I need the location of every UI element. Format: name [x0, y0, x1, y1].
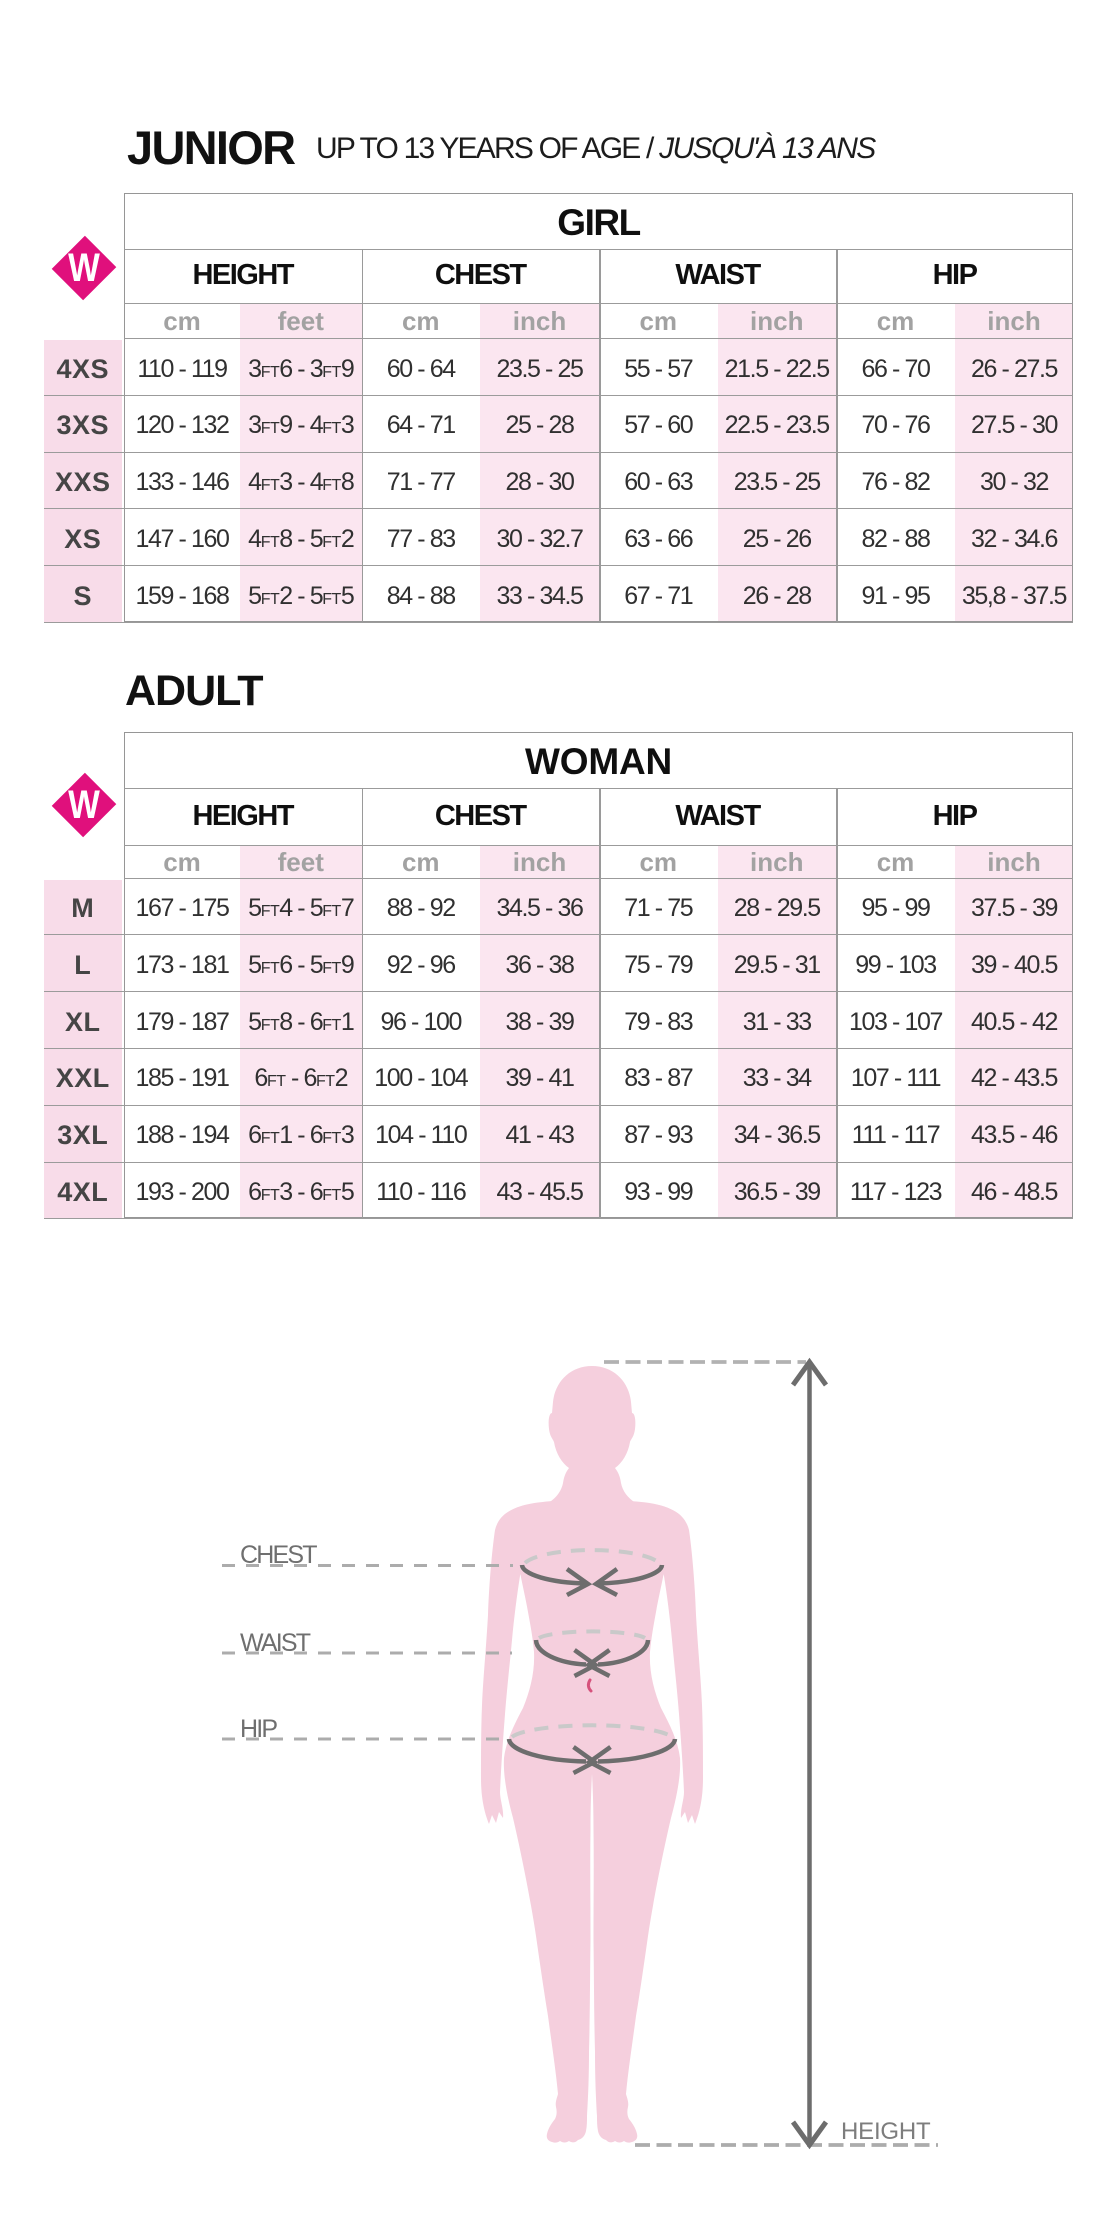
svg-text:HEIGHT: HEIGHT	[841, 2118, 931, 2145]
svg-text:CHEST: CHEST	[240, 1541, 317, 1569]
svg-text:WAIST: WAIST	[240, 1629, 311, 1657]
svg-text:HIP: HIP	[240, 1715, 277, 1743]
